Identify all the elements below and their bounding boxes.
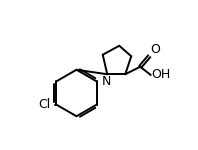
Text: N: N	[102, 75, 111, 88]
Text: Cl: Cl	[38, 98, 51, 111]
Text: OH: OH	[151, 69, 171, 81]
Text: O: O	[150, 43, 160, 56]
